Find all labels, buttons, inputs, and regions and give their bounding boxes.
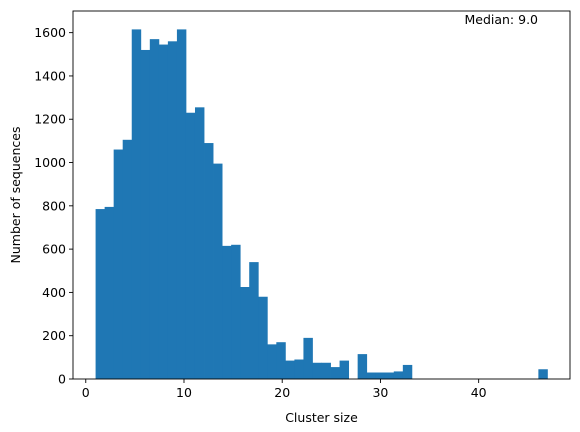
histogram-bar xyxy=(213,163,223,379)
histogram-bar xyxy=(222,245,232,379)
y-tick-label: 1600 xyxy=(34,25,66,40)
histogram-bar xyxy=(95,209,106,379)
histogram-bar xyxy=(393,371,404,379)
histogram-bar xyxy=(375,372,386,379)
y-tick-label: 1200 xyxy=(34,112,66,127)
histogram-bar xyxy=(158,44,169,380)
histogram-bar xyxy=(303,337,313,379)
histogram-bar xyxy=(312,362,322,379)
histogram-bar xyxy=(176,29,187,380)
x-tick-label: 20 xyxy=(274,385,290,400)
x-axis-label: Cluster size xyxy=(285,410,358,425)
histogram-bar xyxy=(167,41,178,380)
histogram-bar xyxy=(240,287,250,379)
histogram-bar xyxy=(402,364,413,379)
histogram-bar xyxy=(122,139,133,379)
histogram-bar xyxy=(267,344,277,379)
histogram-bar xyxy=(194,107,205,379)
y-tick-label: 600 xyxy=(42,242,66,257)
median-annotation: Median: 9.0 xyxy=(464,12,538,27)
histogram-bar xyxy=(294,359,304,379)
histogram-bar xyxy=(538,369,548,379)
histogram-bar xyxy=(104,206,115,379)
histogram-bar xyxy=(321,362,331,379)
y-axis-label: Number of sequences xyxy=(8,127,23,264)
histogram-bar xyxy=(384,372,395,379)
histogram-bar xyxy=(149,39,160,379)
plot-frame xyxy=(72,10,571,380)
histogram-bar xyxy=(140,49,151,380)
histogram-bar xyxy=(204,143,214,379)
x-tick-label: 40 xyxy=(471,385,487,400)
y-tick-label: 400 xyxy=(42,285,66,300)
x-tick-label: 0 xyxy=(82,385,90,400)
histogram-bar xyxy=(330,367,340,379)
histogram-bar xyxy=(113,149,124,379)
histogram-bar xyxy=(249,262,259,379)
histogram-bar xyxy=(185,112,196,380)
x-tick-label: 30 xyxy=(372,385,388,400)
histogram-bar xyxy=(357,354,368,379)
y-tick-label: 800 xyxy=(42,198,66,213)
x-tick-label: 10 xyxy=(176,385,192,400)
histogram-bar xyxy=(131,29,142,380)
histogram-bar xyxy=(366,372,377,379)
histogram-bar xyxy=(339,360,350,379)
histogram-bar xyxy=(258,296,268,379)
y-tick-label: 1400 xyxy=(34,68,66,83)
bars-group xyxy=(95,29,548,380)
y-tick-label: 200 xyxy=(42,328,66,343)
axes-group xyxy=(72,10,571,380)
histogram-bar xyxy=(231,244,241,379)
histogram-bar xyxy=(276,342,286,379)
y-tick-label: 1000 xyxy=(34,155,66,170)
histogram-bar xyxy=(285,360,295,379)
y-tick-label: 0 xyxy=(58,372,66,387)
